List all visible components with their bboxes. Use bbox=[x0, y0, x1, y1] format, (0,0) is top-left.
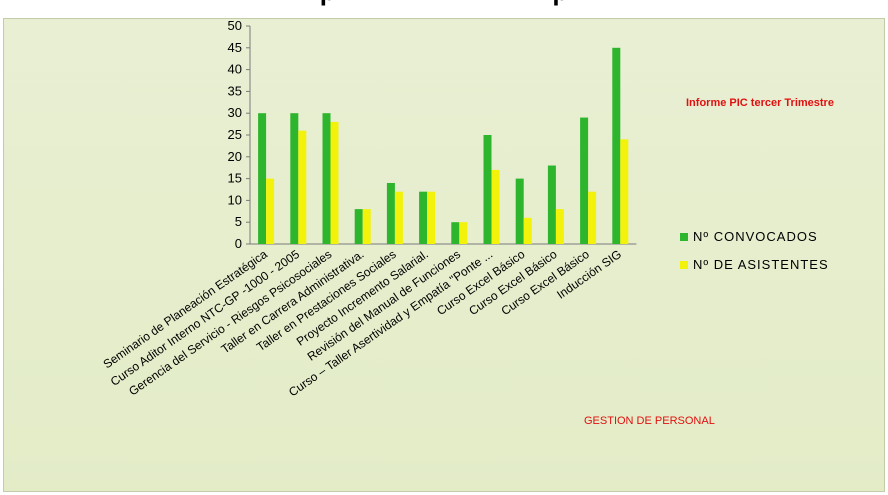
legend-label-asistentes: Nº DE ASISTENTES bbox=[693, 257, 829, 272]
bar-asistentes bbox=[427, 191, 436, 244]
page-title: p p bbox=[0, 0, 888, 4]
y-tick-label: 20 bbox=[228, 149, 242, 164]
y-tick-label: 5 bbox=[235, 214, 242, 229]
bar-convocados bbox=[258, 113, 267, 244]
bar-asistentes bbox=[588, 191, 597, 244]
bar-asistentes bbox=[555, 209, 564, 244]
y-tick-label: 10 bbox=[228, 192, 242, 207]
footer-label: GESTION DE PERSONAL bbox=[584, 415, 715, 427]
y-tick-label: 40 bbox=[228, 62, 242, 77]
bar-convocados bbox=[580, 117, 589, 244]
bar-asistentes bbox=[394, 191, 403, 244]
bar-convocados bbox=[419, 191, 428, 244]
bar-convocados bbox=[354, 209, 363, 244]
y-tick-label: 0 bbox=[235, 236, 242, 251]
bar-convocados bbox=[322, 113, 331, 244]
bar-convocados bbox=[547, 165, 556, 244]
bar-convocados bbox=[451, 222, 460, 244]
bar-asistentes bbox=[266, 178, 275, 244]
bar-convocados bbox=[483, 135, 492, 244]
legend-swatch-convocados bbox=[680, 233, 688, 241]
y-tick-label: 15 bbox=[228, 171, 242, 186]
bar-asistentes bbox=[330, 121, 339, 244]
y-tick-label: 45 bbox=[228, 40, 242, 55]
y-tick-label: 30 bbox=[228, 105, 242, 120]
bar-asistentes bbox=[491, 169, 500, 244]
legend-label-convocados: Nº CONVOCADOS bbox=[693, 229, 818, 244]
bar-convocados bbox=[290, 113, 299, 244]
legend-swatch-asistentes bbox=[680, 261, 688, 269]
bar-convocados bbox=[386, 182, 395, 244]
bar-asistentes bbox=[459, 222, 468, 244]
y-tick-label: 50 bbox=[228, 18, 242, 33]
bar-asistentes bbox=[523, 217, 532, 244]
bar-convocados bbox=[612, 47, 621, 244]
bar-asistentes bbox=[362, 209, 371, 244]
bar-asistentes bbox=[620, 139, 629, 244]
y-tick-label: 35 bbox=[228, 83, 242, 98]
bar-asistentes bbox=[298, 130, 307, 244]
bar-convocados bbox=[515, 178, 524, 244]
report-title: Informe PIC tercer Trimestre bbox=[686, 97, 834, 109]
y-tick-label: 25 bbox=[228, 127, 242, 142]
chart-panel bbox=[3, 18, 885, 492]
